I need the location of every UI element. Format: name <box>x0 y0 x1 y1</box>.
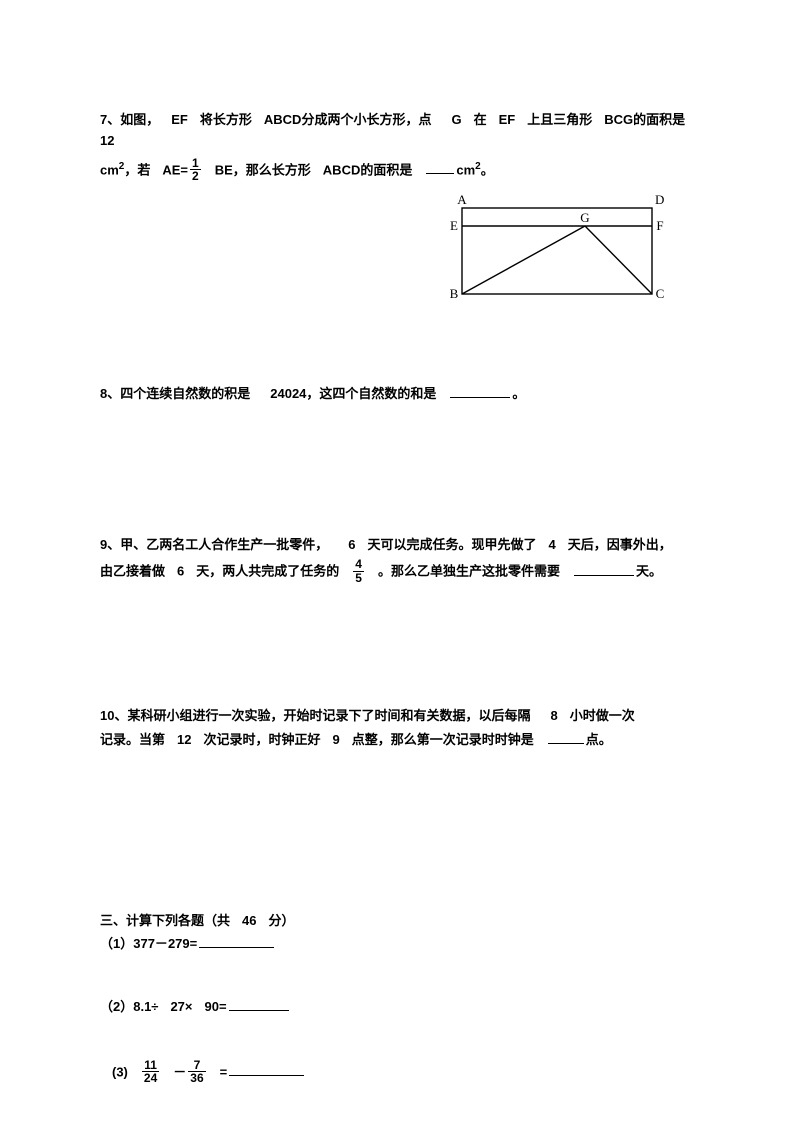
q7-text8: 的面积是 <box>360 162 412 177</box>
figure-container: A D E F G B C <box>100 194 700 304</box>
q7-ef2: EF <box>499 112 516 127</box>
q7-text2: 将长方形 <box>200 112 252 127</box>
q9-text2: 天可以完成任务。现甲先做了 <box>367 537 536 552</box>
rectangle-figure: A D E F G B C <box>440 194 670 304</box>
question-9-line2: 由乙接着做 6 天，两人共完成了任务的 45 。那么乙单独生产这批零件需要 天。 <box>100 559 700 585</box>
blank <box>548 733 584 745</box>
blank <box>199 936 274 948</box>
calc3-eq: = <box>220 1064 228 1079</box>
q9-text5: 天，两人共完成了任务的 <box>196 564 339 579</box>
frac-den: 2 <box>190 170 201 183</box>
q8-period: 。 <box>512 386 525 401</box>
frac-den: 24 <box>142 1072 159 1085</box>
frac-num: 7 <box>188 1059 205 1073</box>
q10-num: 10 <box>100 708 114 723</box>
q7-text4: 在 <box>474 112 487 127</box>
calc-item-2: （2）8.1÷ 27× 90= <box>100 997 700 1018</box>
q7-text3: 分成两个小长方形，点 <box>301 112 431 127</box>
q10-nth: 12 <box>177 732 191 747</box>
calc2-c: 90= <box>205 999 227 1014</box>
q7-ae: AE= <box>162 162 188 177</box>
frac-num: 1 <box>190 157 201 171</box>
q7-comma: ，若 <box>124 162 150 177</box>
calc1-b: 279= <box>168 936 197 951</box>
q9-text3: 天后，因事外出， <box>568 537 672 552</box>
label-D: D <box>655 194 664 207</box>
section-3-title: 三、计算下列各题（共 46 分） <box>100 911 700 932</box>
question-8: 8、四个连续自然数的积是24024，这四个自然数的和是。 <box>100 384 700 405</box>
q8-val: 24024 <box>270 386 306 401</box>
frac-den: 36 <box>188 1072 205 1085</box>
frac-den: 5 <box>353 572 364 585</box>
q9-d1: 6 <box>348 537 355 552</box>
q9-text7: 天。 <box>636 564 662 579</box>
q9-d2: 4 <box>549 537 556 552</box>
calc1-op: － <box>155 936 168 951</box>
q7-val: 12 <box>100 133 114 148</box>
q9-d3: 6 <box>177 564 184 579</box>
fraction-45: 45 <box>353 558 364 584</box>
fraction-half: 12 <box>190 157 201 183</box>
q7-text: 、如图， <box>107 112 159 127</box>
fraction-736: 736 <box>188 1059 205 1085</box>
q10-text5: 点整，那么第一次记录时时钟是 <box>352 732 534 747</box>
label-B: B <box>450 286 459 301</box>
q8-text1: 、四个连续自然数的积是 <box>107 386 250 401</box>
q7-text5: 上且三角形 <box>527 112 592 127</box>
q9-text4: 由乙接着做 <box>100 564 165 579</box>
question-10: 10、某科研小组进行一次实验，开始时记录下了时间和有关数据，以后每隔 8 小时做一次 <box>100 706 700 727</box>
q7-ef: EF <box>171 112 188 127</box>
q10-clock: 9 <box>333 732 340 747</box>
q7-bcg: BCG <box>604 112 633 127</box>
q7-abcd: ABCD <box>264 112 302 127</box>
s3-a: 三、计算下列各题（共 <box>100 913 230 928</box>
frac-num: 4 <box>353 558 364 572</box>
q7-cm: cm <box>100 162 119 177</box>
calc1-a: （1）377 <box>100 936 155 951</box>
label-E: E <box>450 218 458 233</box>
q10-text1: 、某科研小组进行一次实验，开始时记录下了时间和有关数据，以后每隔 <box>114 708 530 723</box>
question-7-line2: cm2，若AE=12BE，那么长方形ABCD的面积是cm2。 <box>100 158 700 184</box>
blank <box>229 999 289 1011</box>
q7-abcd2: ABCD <box>323 162 361 177</box>
calc3-a: (3) <box>112 1064 128 1079</box>
q10-text2: 小时做一次 <box>570 708 635 723</box>
fraction-1124: 1124 <box>142 1059 159 1085</box>
q10-h: 8 <box>550 708 557 723</box>
calc3-minus: － <box>173 1064 186 1079</box>
q7-text7: ，那么长方形 <box>233 162 311 177</box>
calc-item-3: (3) 1124 －736 = <box>100 1060 700 1086</box>
q10-text6: 点。 <box>586 732 612 747</box>
blank <box>229 1064 304 1076</box>
q7-be: BE <box>215 162 233 177</box>
label-F: F <box>656 218 663 233</box>
q7-text6: 的面积是 <box>633 112 685 127</box>
s3-pts: 46 <box>242 913 256 928</box>
q7-period: 。 <box>481 162 494 177</box>
blank <box>450 386 510 398</box>
calc2-b: 27× <box>170 999 192 1014</box>
blank <box>574 564 634 576</box>
blank <box>426 162 454 174</box>
q7-cm2: cm <box>456 162 475 177</box>
label-G: G <box>580 210 589 225</box>
q9-text6: 。那么乙单独生产这批零件需要 <box>378 564 560 579</box>
q9-text1: 、甲、乙两名工人合作生产一批零件， <box>107 537 328 552</box>
q7-g: G <box>451 112 461 127</box>
label-C: C <box>656 286 665 301</box>
question-9: 9、甲、乙两名工人合作生产一批零件，6天可以完成任务。现甲先做了4天后，因事外出… <box>100 535 700 556</box>
q10-text3: 记录。当第 <box>100 732 165 747</box>
question-7: 7、如图，EF将长方形ABCD分成两个小长方形，点G在EF上且三角形BCG的面积… <box>100 110 700 152</box>
frac-num: 11 <box>142 1059 159 1073</box>
question-10-line2: 记录。当第 12 次记录时，时钟正好 9 点整，那么第一次记录时时钟是 点。 <box>100 730 700 751</box>
q8-text2: ，这四个自然数的和是 <box>306 386 436 401</box>
calc-item-1: （1）377－279= <box>100 934 700 955</box>
label-A: A <box>457 194 467 207</box>
calc2-a: （2）8.1÷ <box>100 999 158 1014</box>
s3-b: 分） <box>268 913 294 928</box>
q10-text4: 次记录时，时钟正好 <box>203 732 320 747</box>
